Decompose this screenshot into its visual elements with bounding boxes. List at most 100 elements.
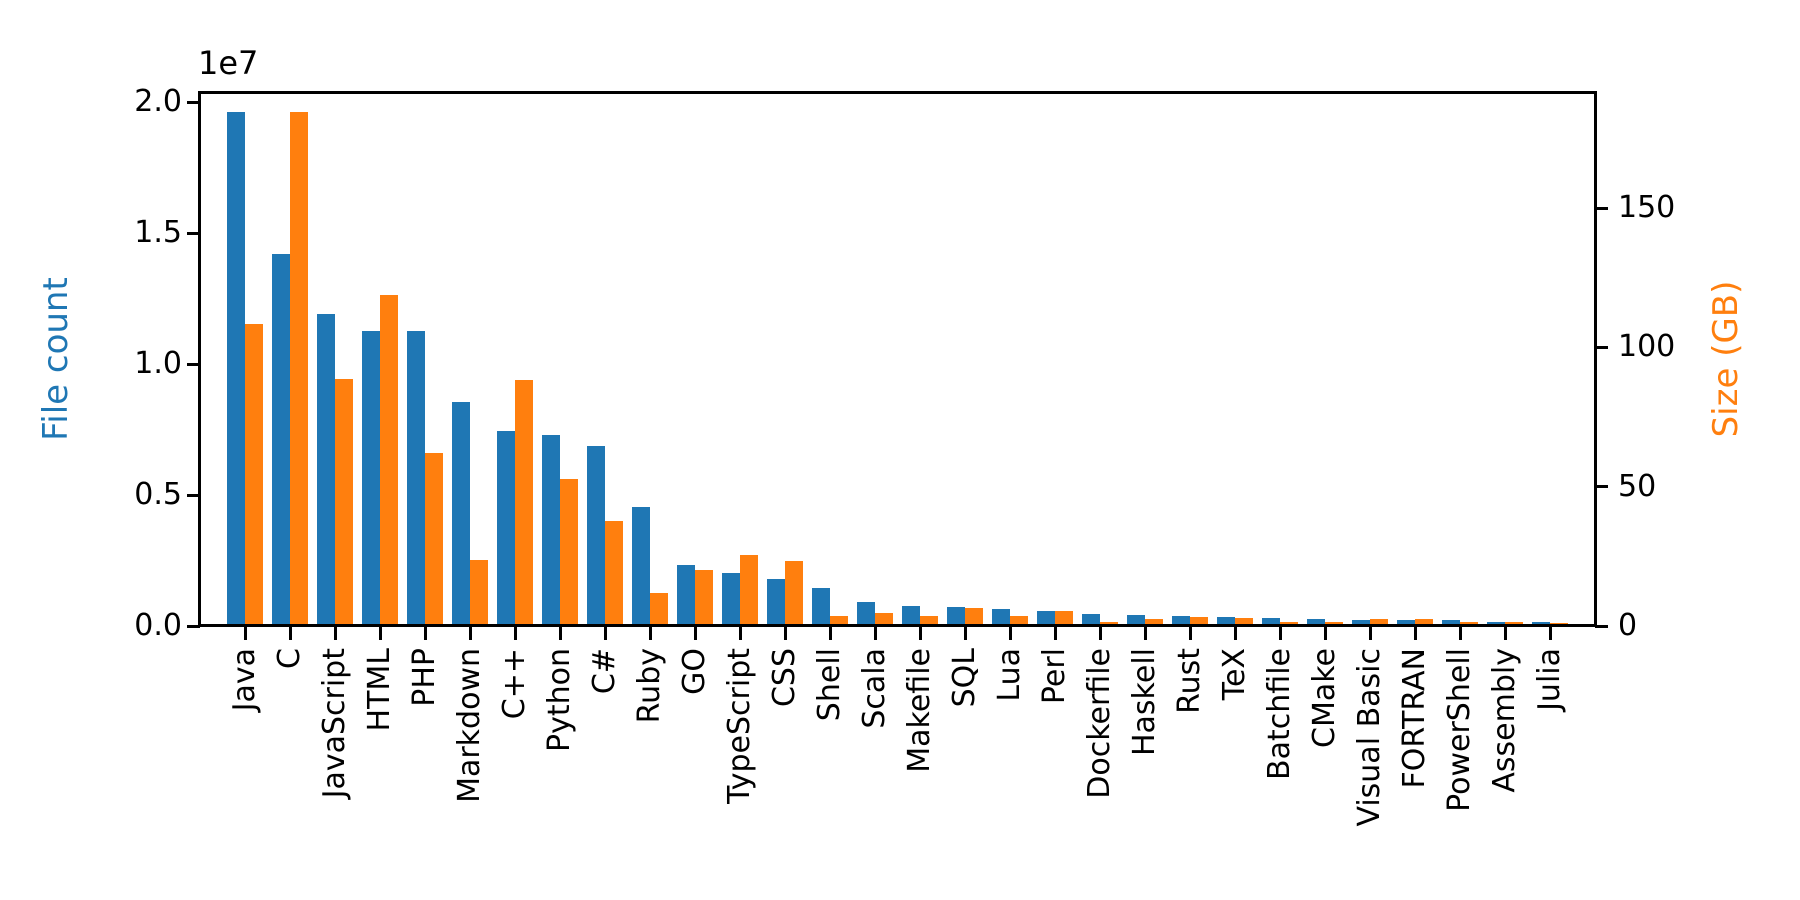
x-tick [243,627,247,640]
left-y-tick [187,362,200,366]
x-tick [693,627,697,640]
x-tick-label-assembly: Assembly [1487,648,1522,793]
x-tick-label-batchfile: Batchfile [1262,648,1297,780]
x-tick [828,627,832,640]
x-tick-label-makefile: Makefile [902,648,937,773]
bar-file-count-python [542,434,560,624]
x-tick [558,627,562,640]
bar-size-gb-perl [1055,610,1073,624]
x-tick-label-shell: Shell [812,648,847,722]
x-tick [783,627,787,640]
x-tick-label-dockerfile: Dockerfile [1082,648,1117,799]
bar-size-gb-typescript [740,555,758,624]
bar-size-gb-go [695,570,713,624]
bar-size-gb-assembly [1505,621,1523,624]
left-y-tick-label: 0.5 [134,477,182,513]
bar-size-gb-javascript [335,379,353,624]
bar-size-gb-batchfile [1280,622,1298,624]
x-tick-label-html: HTML [362,648,397,732]
x-tick [513,627,517,640]
bar-size-gb-c [515,379,533,624]
x-tick [1323,627,1327,640]
x-tick-label-ruby: Ruby [632,648,667,724]
bar-file-count-perl [1037,610,1055,624]
bar-size-gb-python [560,479,578,624]
x-tick [963,627,967,640]
bar-file-count-java [227,112,245,624]
bar-file-count-makefile [902,606,920,624]
left-y-axis-title: File count [36,277,76,441]
x-tick-label-c: C# [587,648,622,695]
x-tick [1098,627,1102,640]
bar-size-gb-dockerfile [1100,622,1118,624]
bar-size-gb-c [290,111,308,624]
x-tick [1503,627,1507,640]
bar-size-gb-rust [1190,616,1208,624]
bar-file-count-shell [812,587,830,624]
bar-file-count-javascript [317,314,335,624]
bar-size-gb-c [605,521,623,624]
bar-file-count-go [677,564,695,624]
bar-size-gb-css [785,560,803,624]
bar-file-count-tex [1217,617,1235,624]
x-tick-label-haskell: Haskell [1127,648,1162,757]
bar-size-gb-haskell [1145,618,1163,624]
x-tick [1143,627,1147,640]
x-tick [468,627,472,640]
x-tick-label-go: GO [677,648,712,695]
x-tick [1548,627,1552,640]
right-y-tick-label: 100 [1618,329,1676,365]
x-tick-label-c: C++ [497,648,532,720]
x-tick [423,627,427,640]
bar-file-count-typescript [722,573,740,624]
x-tick [333,627,337,640]
x-tick-label-java: Java [227,648,262,712]
bar-file-count-dockerfile [1082,614,1100,624]
right-y-tick-label: 150 [1618,190,1676,226]
x-tick [918,627,922,640]
x-tick-label-markdown: Markdown [452,648,487,803]
left-y-tick [187,100,200,104]
bar-file-count-julia [1532,622,1550,624]
bar-size-gb-markdown [470,559,488,624]
bar-size-gb-java [245,323,263,624]
left-y-tick-label: 1.5 [134,215,182,251]
x-tick-label-lua: Lua [992,648,1027,702]
y-axis-offset-text: 1e7 [198,44,259,82]
x-tick-label-powershell: PowerShell [1442,648,1477,812]
x-tick-label-rust: Rust [1172,648,1207,714]
bar-size-gb-lua [1010,616,1028,624]
bar-size-gb-fortran [1415,619,1433,624]
bar-file-count-css [767,578,785,624]
x-tick-label-javascript: JavaScript [317,648,352,799]
bar-file-count-rust [1172,615,1190,624]
bar-file-count-cmake [1307,619,1325,624]
x-tick-label-c: C [272,648,307,669]
bar-file-count-php [407,331,425,624]
bar-file-count-haskell [1127,615,1145,624]
left-y-tick-label: 2.0 [134,84,182,120]
x-tick [1233,627,1237,640]
bar-file-count-scala [857,602,875,624]
right-y-tick [1595,206,1608,210]
x-tick-label-tex: TeX [1217,648,1252,701]
right-y-axis-title: Size (GB) [1706,280,1746,438]
x-tick [1008,627,1012,640]
bar-file-count-c [272,253,290,624]
right-y-tick-label: 50 [1618,468,1657,504]
x-tick [603,627,607,640]
x-tick [873,627,877,640]
x-tick-label-visual-basic: Visual Basic [1352,648,1387,827]
x-tick-label-julia: Julia [1532,648,1567,711]
left-y-tick-label: 0.0 [134,608,182,643]
x-tick-label-cmake: CMake [1307,648,1342,748]
x-tick-label-fortran: FORTRAN [1397,648,1432,789]
right-y-tick [1595,485,1608,489]
x-tick [288,627,292,640]
x-tick [738,627,742,640]
x-tick-label-scala: Scala [857,648,892,729]
bar-file-count-ruby [632,506,650,624]
bar-file-count-assembly [1487,621,1505,624]
x-tick [378,627,382,640]
